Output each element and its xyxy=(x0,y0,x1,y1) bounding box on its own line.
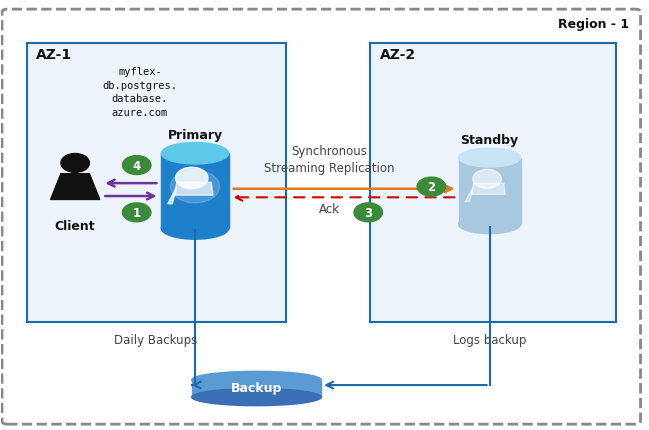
Text: Backup: Backup xyxy=(231,381,282,394)
Bar xyxy=(459,158,520,224)
Text: myflex-
db.postgres.
database.
azure.com: myflex- db.postgres. database. azure.com xyxy=(103,67,177,118)
Circle shape xyxy=(123,203,151,222)
Circle shape xyxy=(417,178,446,197)
Circle shape xyxy=(171,171,219,203)
FancyBboxPatch shape xyxy=(27,43,286,322)
Text: 3: 3 xyxy=(364,206,373,219)
Text: Standby: Standby xyxy=(461,133,519,147)
Ellipse shape xyxy=(459,149,520,168)
Ellipse shape xyxy=(162,143,228,165)
Polygon shape xyxy=(174,183,213,196)
Bar xyxy=(191,380,321,397)
Text: Synchronous
Streaming Replication: Synchronous Streaming Replication xyxy=(264,144,395,174)
Bar xyxy=(162,154,228,229)
Circle shape xyxy=(123,156,151,175)
Text: AZ-1: AZ-1 xyxy=(36,48,73,62)
Text: Client: Client xyxy=(55,219,95,232)
Polygon shape xyxy=(51,174,100,200)
Ellipse shape xyxy=(191,372,321,389)
FancyBboxPatch shape xyxy=(370,43,616,322)
Polygon shape xyxy=(168,187,177,204)
Polygon shape xyxy=(472,184,505,195)
Ellipse shape xyxy=(459,215,520,234)
Text: Logs backup: Logs backup xyxy=(453,333,526,346)
Text: 1: 1 xyxy=(132,206,141,219)
Text: Primary: Primary xyxy=(167,129,223,142)
Polygon shape xyxy=(465,187,474,202)
FancyBboxPatch shape xyxy=(2,10,641,424)
Text: 2: 2 xyxy=(427,181,435,194)
Circle shape xyxy=(354,203,382,222)
Text: Ack: Ack xyxy=(319,203,340,216)
Ellipse shape xyxy=(191,389,321,406)
Ellipse shape xyxy=(162,218,228,240)
Circle shape xyxy=(473,170,501,189)
Text: AZ-2: AZ-2 xyxy=(380,48,415,62)
Circle shape xyxy=(61,154,90,173)
Text: 4: 4 xyxy=(132,159,141,172)
Circle shape xyxy=(175,168,208,189)
Text: Region - 1: Region - 1 xyxy=(557,18,629,31)
Text: Daily Backups: Daily Backups xyxy=(114,333,198,346)
